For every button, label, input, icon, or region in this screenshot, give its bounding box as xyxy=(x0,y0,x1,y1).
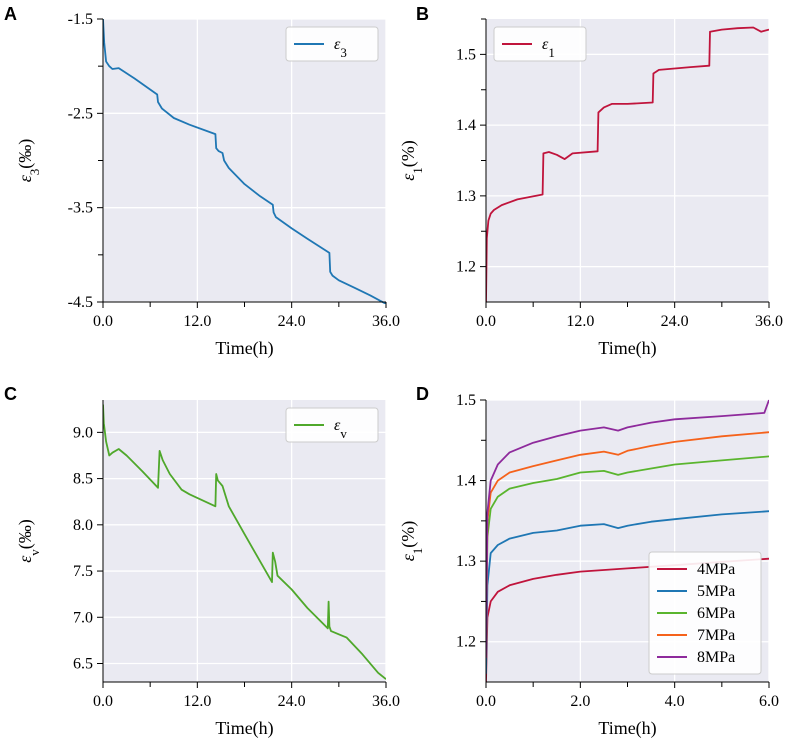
panel-D: 0.0 2.0 4.0 6.0 1.2 1.3 1.4 1.5 Time(h) ε1(%) D 4MP… xyxy=(398,384,779,739)
legend: ε3 xyxy=(285,26,379,62)
y-tick-label: 1.2 xyxy=(456,634,476,651)
y-axis-label: ε1(%) xyxy=(398,140,425,181)
plot-area xyxy=(103,19,386,302)
legend: 4MPa 5MPa 6MPa 7MPa 8MPa xyxy=(648,551,762,675)
series-line-D-3 xyxy=(486,431,769,658)
y-tick-label: -2.5 xyxy=(68,105,93,122)
y-tick-label: -3.5 xyxy=(68,200,93,217)
x-tick-label: 12.0 xyxy=(183,313,211,330)
y-axis-label: ε1(%) xyxy=(398,521,425,562)
legend-box xyxy=(285,26,379,62)
x-tick-label: 0.0 xyxy=(476,313,496,330)
plot-area xyxy=(486,19,769,302)
x-tick-label: 24.0 xyxy=(278,313,306,330)
legend-label: ε1 xyxy=(542,36,555,60)
x-tick-label: 0.0 xyxy=(93,693,113,710)
y-tick-label: 6.5 xyxy=(73,656,93,673)
x-axis-label: Time(h) xyxy=(598,338,656,359)
legend-label: 4MPa xyxy=(697,561,735,578)
y-tick-label: 1.3 xyxy=(456,188,476,205)
x-axis-label: Time(h) xyxy=(215,338,273,359)
y-tick-label: -4.5 xyxy=(68,294,93,311)
legend-label: 6MPa xyxy=(697,605,735,622)
x-axis-label: Time(h) xyxy=(215,718,273,739)
y-tick-label: -1.5 xyxy=(68,11,93,28)
series-line-C-0 xyxy=(103,404,386,680)
y-tick-label: 1.3 xyxy=(456,553,476,570)
panel-letter: D xyxy=(416,384,429,404)
x-tick-label: 4.0 xyxy=(665,693,685,710)
y-tick-label: 7.5 xyxy=(73,563,93,580)
x-tick-label: 36.0 xyxy=(372,693,400,710)
panel-letter: B xyxy=(416,4,429,24)
series-line-D-4 xyxy=(486,399,769,658)
legend-box xyxy=(285,407,379,443)
legend: εv xyxy=(285,407,379,443)
x-axis-label: Time(h) xyxy=(598,718,656,739)
x-tick-label: 0.0 xyxy=(476,693,496,710)
x-tick-label: 36.0 xyxy=(755,313,783,330)
panel-B: 0.0 12.0 24.0 36.0 1.2 1.3 1.4 1.5 Time(h) ε1(%) B… xyxy=(398,4,783,359)
legend-label: 8MPa xyxy=(697,649,735,666)
y-axis-label: ε3(‰) xyxy=(15,139,42,183)
series-line-D-2 xyxy=(486,455,769,658)
x-tick-label: 24.0 xyxy=(661,313,689,330)
y-tick-label: 8.0 xyxy=(73,517,93,534)
series-line-A-0 xyxy=(103,18,386,304)
legend-label: 5MPa xyxy=(697,583,735,600)
panel-letter: C xyxy=(4,384,17,404)
y-tick-label: 9.0 xyxy=(73,424,93,441)
x-tick-label: 6.0 xyxy=(759,693,779,710)
panel-A: 0.0 12.0 24.0 36.0 -1.5 -2.5 -3.5 -4.5 Time(h) ε3… xyxy=(4,4,400,359)
y-axis-label: εv(‰) xyxy=(15,519,42,563)
y-tick-label: 1.2 xyxy=(456,259,476,276)
x-tick-label: 12.0 xyxy=(183,693,211,710)
panel-letter: A xyxy=(4,4,17,24)
x-tick-label: 24.0 xyxy=(278,693,306,710)
x-tick-label: 2.0 xyxy=(570,693,590,710)
panel-C: 0.0 12.0 24.0 36.0 6.5 7.0 7.5 8.0 8.5 9.0 Time(h)… xyxy=(4,384,400,739)
y-tick-label: 1.4 xyxy=(456,473,476,490)
series-line-D-1 xyxy=(486,510,769,674)
x-tick-label: 12.0 xyxy=(566,313,594,330)
legend-box xyxy=(493,26,587,62)
y-tick-label: 1.5 xyxy=(456,46,476,63)
x-tick-label: 36.0 xyxy=(372,313,400,330)
y-tick-label: 8.5 xyxy=(73,471,93,488)
x-tick-label: 0.0 xyxy=(93,313,113,330)
series-line-B-0 xyxy=(486,26,769,303)
y-tick-label: 1.5 xyxy=(456,392,476,409)
y-tick-label: 1.4 xyxy=(456,117,476,134)
legend-label: 7MPa xyxy=(697,627,735,644)
legend-label: εv xyxy=(334,417,347,441)
legend-box xyxy=(648,551,762,675)
legend: ε1 xyxy=(493,26,587,62)
y-tick-label: 7.0 xyxy=(73,609,93,626)
legend-label: ε3 xyxy=(334,36,347,60)
